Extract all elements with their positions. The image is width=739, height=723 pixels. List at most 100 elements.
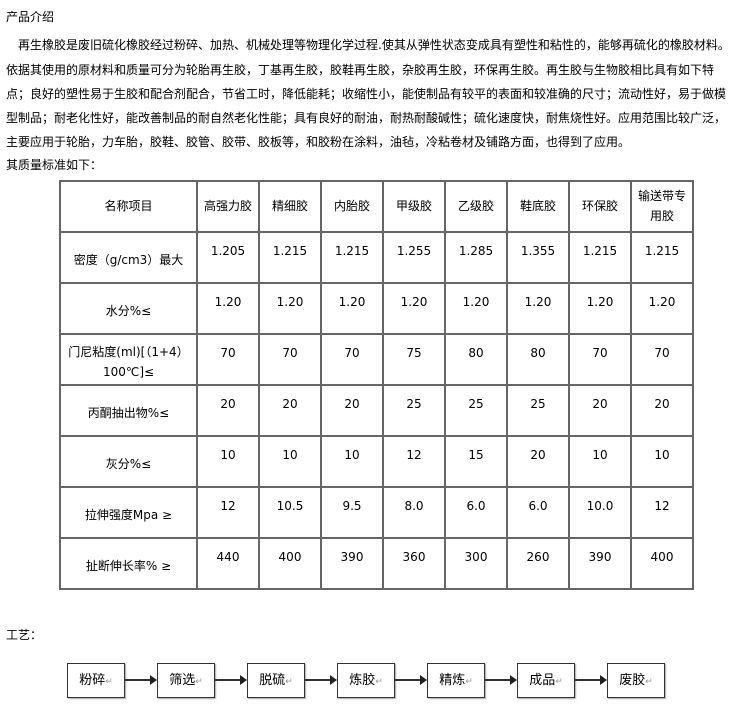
table-cell: 10 <box>568 435 632 488</box>
table-cell: 1.20 <box>568 282 632 335</box>
row-label: 灰分%≤ <box>59 435 198 488</box>
table-cell: 25 <box>382 384 446 437</box>
return-mark-icon: ↵ <box>645 677 653 687</box>
process-step-label: 成品 <box>529 673 556 688</box>
process-step-label: 炼胶 <box>349 673 376 688</box>
row-label: 密度（g/cm3）最大 <box>59 231 198 284</box>
table-cell: 390 <box>320 537 384 590</box>
table-row: 门尼粘度(ml)[（1+4）100℃]≤ 70 70 70 75 80 80 70 70 <box>59 333 694 386</box>
process-step-label: 脱硫 <box>259 673 286 688</box>
process-step-label: 粉碎 <box>79 673 106 688</box>
table-cell: 1.20 <box>196 282 260 335</box>
row-label: 拉伸强度Mpa ≥ <box>59 486 198 539</box>
table-row: 密度（g/cm3）最大 1.205 1.215 1.215 1.255 1.285 1.35… <box>59 231 694 284</box>
column-header: 甲级胶 <box>382 180 446 233</box>
table-cell: 1.285 <box>444 231 508 284</box>
table-cell: 20 <box>630 384 694 437</box>
process-step-box: 筛选↵ <box>157 663 215 698</box>
paragraph-line: 主要应用于轮胎，力车胎，胶鞋、胶管、胶带、胶板等，和胶粉在涂料，油毡，冷粘卷材及… <box>6 135 631 149</box>
section-title: 产品介绍 <box>6 10 55 24</box>
return-mark-icon: ↵ <box>285 677 293 687</box>
return-mark-icon: ↵ <box>195 677 203 687</box>
table-row: 拉伸强度Mpa ≥12 10.5 9.5 8.0 6.0 6.0 10.0 12 <box>59 486 694 539</box>
row-label: 门尼粘度(ml)[（1+4）100℃]≤ <box>59 333 198 386</box>
column-header: 高强力胶 <box>196 180 260 233</box>
table-cell: 12 <box>630 486 694 539</box>
table-cell: 1.255 <box>382 231 446 284</box>
table-cell: 1.20 <box>320 282 384 335</box>
table-row: 丙酮抽出物%≤ 20 20 20 25 25 25 20 20 <box>59 384 694 437</box>
arrow-right-icon <box>485 675 517 685</box>
column-header: 内胎胶 <box>320 180 384 233</box>
table-header-row: 名称项目 高强力胶 精细胶 内胎胶 甲级胶 乙级胶 鞋底胶 环保胶 输送带专用胶 <box>59 180 694 233</box>
table-cell: 6.0 <box>506 486 570 539</box>
process-step-box: 成品↵ <box>517 663 575 698</box>
table-cell: 20 <box>258 384 322 437</box>
process-step-label: 精炼 <box>439 673 466 688</box>
table-cell: 20 <box>320 384 384 437</box>
table-cell: 300 <box>444 537 508 590</box>
table-cell: 10 <box>320 435 384 488</box>
arrow-right-icon <box>305 675 337 685</box>
table-cell: 1.215 <box>258 231 322 284</box>
table-cell: 12 <box>196 486 260 539</box>
table-row: 扯断伸长率% ≥440 400 390 360 300 260 390 400 <box>59 537 694 590</box>
table-cell: 1.215 <box>320 231 384 284</box>
column-header: 名称项目 <box>59 180 198 233</box>
paragraph-line: 依据其使用的原材料和质量可分为轮胎再生胶，丁基再生胶，胶鞋再生胶，杂胶再生胶，环… <box>6 63 715 77</box>
process-step-box: 脱硫↵ <box>247 663 305 698</box>
table-cell: 70 <box>630 333 694 386</box>
column-header: 鞋底胶 <box>506 180 570 233</box>
table-cell: 440 <box>196 537 260 590</box>
standard-intro: 其质量标准如下： <box>6 158 103 172</box>
process-step-box: 炼胶↵ <box>337 663 395 698</box>
table-cell: 80 <box>506 333 570 386</box>
table-cell: 70 <box>568 333 632 386</box>
table-cell: 12 <box>382 435 446 488</box>
process-label: 工艺： <box>6 628 43 642</box>
paragraph-line: 型制品；耐老化性好，能改善制品的耐自然老化性能；具有良好的耐油，耐热耐酸碱性；硫… <box>6 111 727 125</box>
table-cell: 1.215 <box>630 231 694 284</box>
return-mark-icon: ↵ <box>465 677 473 687</box>
table-cell: 390 <box>568 537 632 590</box>
table-cell: 70 <box>258 333 322 386</box>
column-header: 环保胶 <box>568 180 632 233</box>
table-row: 灰分%≤ 10 10 10 12 15 20 10 10 <box>59 435 694 488</box>
row-label: 丙酮抽出物%≤ <box>59 384 198 437</box>
table-cell: 1.20 <box>444 282 508 335</box>
table-cell: 25 <box>506 384 570 437</box>
table-cell: 6.0 <box>444 486 508 539</box>
process-step-box: 废胶↵ <box>607 663 665 698</box>
paragraph-line: 点；良好的塑性易于生胶和配合剂配合，节省工时，降低能耗；收缩性小，能使制品有较平… <box>6 87 727 101</box>
arrow-right-icon <box>215 675 247 685</box>
table-cell: 10.5 <box>258 486 322 539</box>
table-cell: 1.20 <box>630 282 694 335</box>
table-cell: 25 <box>444 384 508 437</box>
column-header: 精细胶 <box>258 180 322 233</box>
table-row: 水分%≤ 1.20 1.20 1.20 1.20 1.20 1.20 1.20 1.20 <box>59 282 694 335</box>
table-cell: 400 <box>258 537 322 590</box>
table-cell: 400 <box>630 537 694 590</box>
return-mark-icon: ↵ <box>375 677 383 687</box>
table-cell: 10 <box>196 435 260 488</box>
table-cell: 1.20 <box>382 282 446 335</box>
table-cell: 20 <box>506 435 570 488</box>
table-cell: 360 <box>382 537 446 590</box>
table-cell: 1.20 <box>258 282 322 335</box>
arrow-right-icon <box>125 675 157 685</box>
paragraph-line: 再生橡胶是废旧硫化橡胶经过粉碎、加热、机械处理等物理化学过程.使其从弹性状态变成… <box>6 38 730 52</box>
table-cell: 70 <box>320 333 384 386</box>
table-cell: 10 <box>630 435 694 488</box>
process-step-box: 粉碎↵ <box>67 663 125 698</box>
row-label: 水分%≤ <box>59 282 198 335</box>
process-step-label: 筛选 <box>169 673 196 688</box>
table-cell: 80 <box>444 333 508 386</box>
table-cell: 70 <box>196 333 260 386</box>
table-cell: 20 <box>196 384 260 437</box>
table-cell: 10.0 <box>568 486 632 539</box>
table-cell: 10 <box>258 435 322 488</box>
table-cell: 1.20 <box>506 282 570 335</box>
table-cell: 1.215 <box>568 231 632 284</box>
table-cell: 1.355 <box>506 231 570 284</box>
quality-standard-table: 名称项目 高强力胶 精细胶 内胎胶 甲级胶 乙级胶 鞋底胶 环保胶 输送带专用胶 密度（g/cm3… <box>59 180 694 590</box>
